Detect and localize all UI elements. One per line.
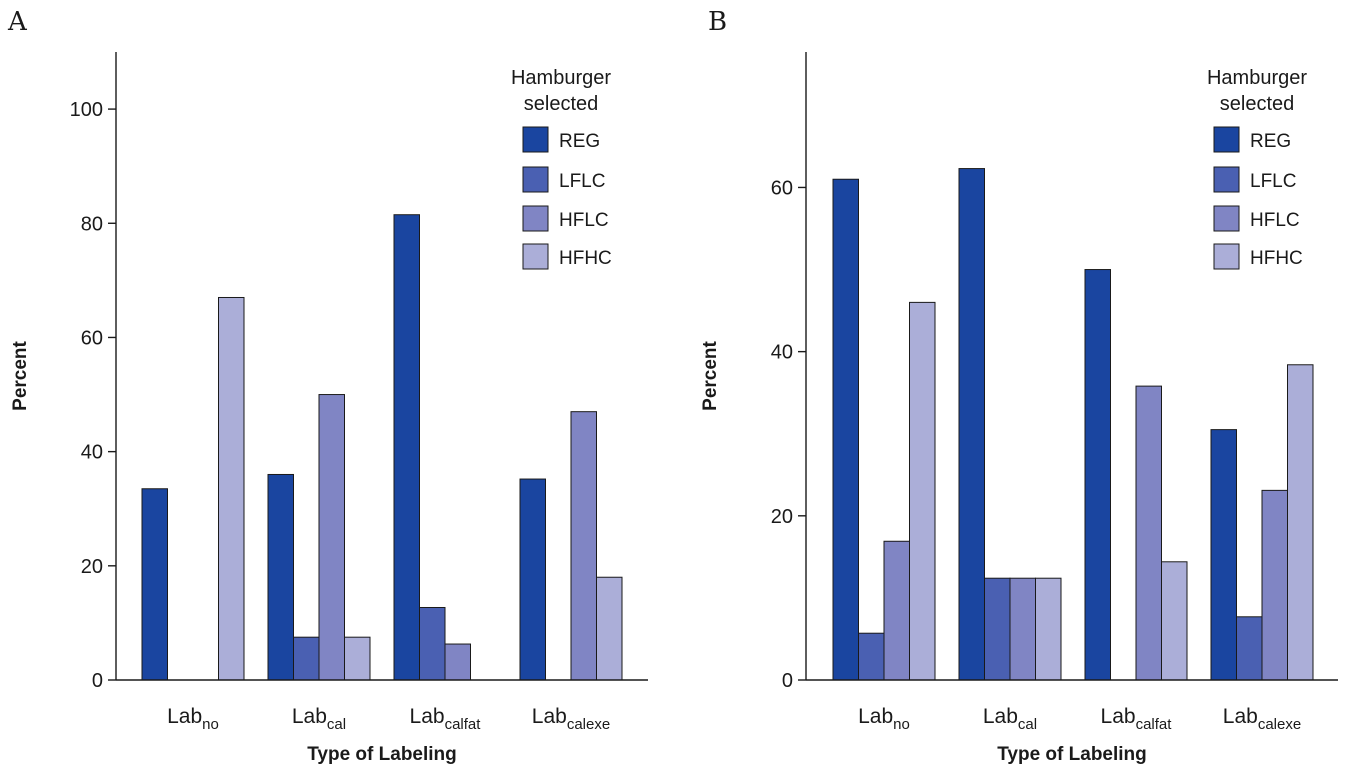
panel-b-legend-label-hfhc: HFHC bbox=[1250, 248, 1303, 269]
panel-b-bar-reg-1 bbox=[832, 178, 859, 681]
panel-a-x-axis-title: Type of Labeling bbox=[307, 744, 457, 765]
panel-a-category-label-4: Labcalexe bbox=[532, 705, 610, 733]
panel-a-bar-hfhc-4 bbox=[596, 576, 623, 681]
panel-b-y-axis-title: Percent bbox=[700, 340, 721, 410]
panel-a-category-label-2: Labcal bbox=[292, 705, 346, 733]
panel-b-category-label-2: Labcal bbox=[983, 705, 1037, 733]
panel-a-category-label-1: Labno bbox=[167, 705, 219, 733]
panel-b-bar-hflc-3 bbox=[1135, 385, 1162, 681]
panel-b-category-label-1: Labno bbox=[858, 705, 910, 733]
panel-b-bar-hfhc-1 bbox=[909, 301, 936, 681]
panel-b-bar-hflc-4 bbox=[1261, 489, 1288, 681]
panel-a-bar-reg-1 bbox=[141, 488, 168, 681]
panel-b-chart: B Labno Labcal Labcalfat Labcalexe 0 20 40 60 H… bbox=[700, 7, 1338, 765]
panel-b-bars bbox=[832, 168, 1314, 681]
panel-b-x-axis-title: Type of Labeling bbox=[997, 744, 1147, 765]
panel-a-y-tick-label-100: 100 bbox=[70, 99, 103, 121]
panel-a-bar-hflc-3 bbox=[444, 643, 471, 681]
panel-a-y-tick-label-20: 20 bbox=[81, 556, 103, 578]
panel-b-legend-swatch-reg bbox=[1213, 126, 1240, 153]
panel-a-bar-reg-2 bbox=[267, 473, 294, 681]
panel-a-legend-label-hflc: HFLC bbox=[559, 210, 609, 231]
panel-b-legend-title-line1: Hamburger bbox=[1207, 67, 1307, 89]
panel-b-bar-hfhc-2 bbox=[1035, 577, 1062, 681]
panel-b-label: B bbox=[708, 7, 727, 37]
panel-b-y-tick-label-60: 60 bbox=[771, 177, 793, 199]
panel-a-legend-swatch-hflc bbox=[522, 205, 549, 232]
panel-b-legend: Hamburger selected REG LFLC HFLC HFHC bbox=[1207, 67, 1307, 270]
panel-a-legend-swatch-lflc bbox=[522, 166, 549, 193]
panel-a-legend-label-reg: REG bbox=[559, 131, 600, 152]
panel-a-bars bbox=[141, 214, 623, 681]
panel-b-category-label-3: Labcalfat bbox=[1101, 705, 1173, 733]
panel-b-bar-lflc-1 bbox=[858, 632, 885, 681]
panel-a-legend: Hamburger selected REG LFLC HFLC HFHC bbox=[511, 67, 612, 270]
panel-b-bar-hflc-1 bbox=[883, 540, 910, 681]
panel-a-legend-swatch-reg bbox=[522, 126, 549, 153]
panel-a-legend-label-lflc: LFLC bbox=[559, 171, 605, 192]
panel-a-legend-swatch-hfhc bbox=[522, 243, 549, 270]
panel-a-y-tick-label-40: 40 bbox=[81, 442, 103, 464]
panel-a-bar-lflc-3 bbox=[419, 606, 446, 681]
panel-b-bar-hfhc-4 bbox=[1287, 364, 1314, 681]
panel-a-legend-title-line1: Hamburger bbox=[511, 67, 611, 89]
panel-b-axes: Labno Labcal Labcalfat Labcalexe 0 20 40 60 bbox=[771, 52, 1338, 733]
panel-b-y-tick-label-0: 0 bbox=[782, 670, 793, 692]
panel-b-category-label-4: Labcalexe bbox=[1223, 705, 1301, 733]
panel-a-y-tick-label-60: 60 bbox=[81, 327, 103, 349]
panel-a-label: A bbox=[7, 7, 28, 37]
panel-a-axes: Labno Labcal Labcalfat Labcalexe 0 20 40 60 80 10… bbox=[70, 52, 648, 733]
panel-b-legend-label-reg: REG bbox=[1250, 131, 1291, 152]
panel-b-legend-swatch-lflc bbox=[1213, 166, 1240, 193]
panel-a-bar-reg-3 bbox=[393, 214, 420, 681]
panel-b-legend-swatch-hfhc bbox=[1213, 243, 1240, 270]
panel-b-bar-hflc-2 bbox=[1009, 577, 1036, 681]
panel-b-legend-swatch-hflc bbox=[1213, 205, 1240, 232]
panel-b-bar-hfhc-3 bbox=[1161, 561, 1188, 681]
panel-b-legend-label-hflc: HFLC bbox=[1250, 210, 1300, 231]
panel-b-bar-lflc-2 bbox=[984, 577, 1011, 681]
panel-a-chart: A Labno Labcal Labcalfat Labcalexe 0 20 40 60 80… bbox=[7, 7, 648, 765]
panel-b-bar-lflc-4 bbox=[1236, 616, 1263, 681]
panel-a-bar-hfhc-2 bbox=[344, 636, 371, 681]
panel-b-bar-reg-2 bbox=[958, 168, 985, 681]
panel-a-bar-lflc-2 bbox=[293, 636, 320, 681]
panel-a-bar-hflc-2 bbox=[318, 394, 345, 681]
panel-a-bar-hfhc-1 bbox=[218, 296, 245, 681]
panel-a-y-tick-label-80: 80 bbox=[81, 213, 103, 235]
panel-a-legend-title-line2: selected bbox=[524, 93, 599, 115]
panel-b-bar-reg-3 bbox=[1084, 269, 1111, 681]
panel-a-y-tick-label-0: 0 bbox=[92, 670, 103, 692]
panel-a-bar-hflc-4 bbox=[570, 411, 597, 681]
panel-b-y-tick-label-20: 20 bbox=[771, 506, 793, 528]
panel-b-y-tick-label-40: 40 bbox=[771, 342, 793, 364]
panel-a-category-label-3: Labcalfat bbox=[410, 705, 482, 733]
panel-b-bar-reg-4 bbox=[1210, 429, 1237, 681]
panel-b-legend-label-lflc: LFLC bbox=[1250, 171, 1296, 192]
panel-a-legend-label-hfhc: HFHC bbox=[559, 248, 612, 269]
panel-b-legend-title-line2: selected bbox=[1220, 93, 1295, 115]
panel-a-y-axis-title: Percent bbox=[10, 340, 31, 410]
panel-a-bar-reg-4 bbox=[519, 478, 546, 681]
